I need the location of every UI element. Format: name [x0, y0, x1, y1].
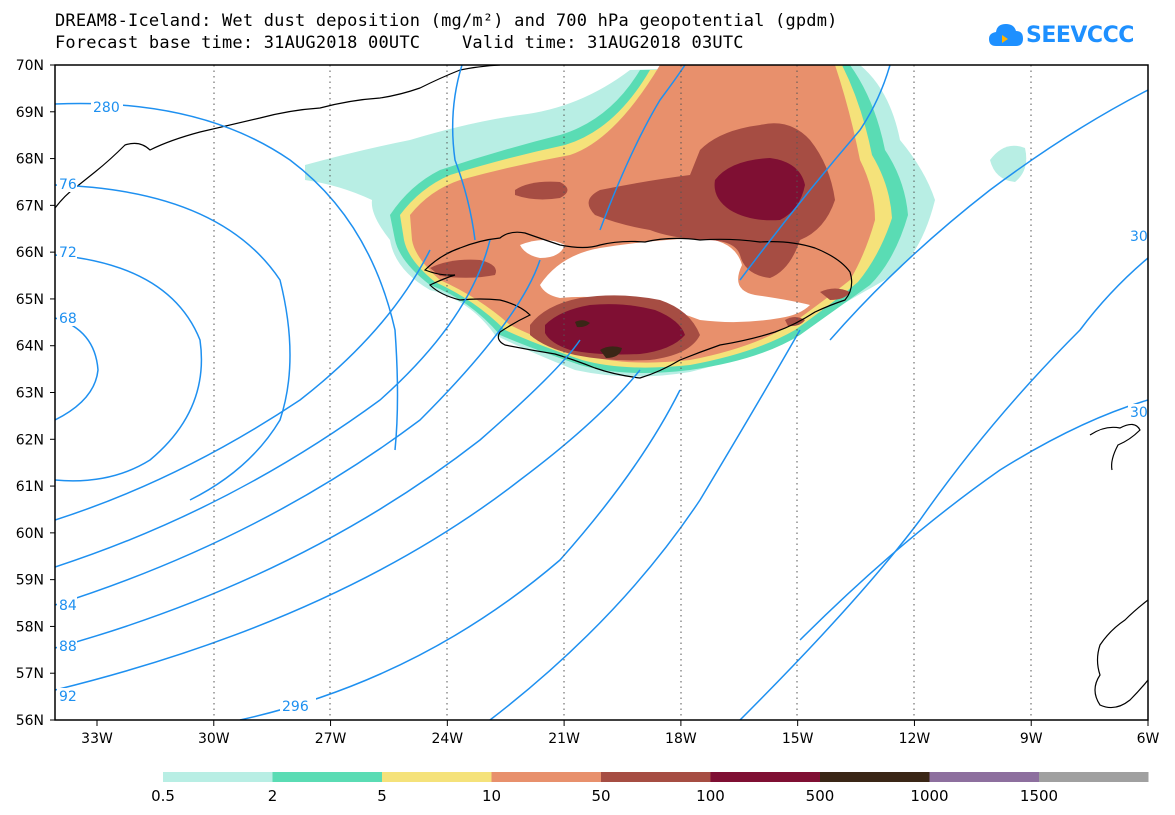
lat-tick-label: 68N — [16, 152, 44, 168]
dust-area-level-50-southeast — [785, 317, 805, 327]
lon-tick-label: 9W — [1020, 731, 1043, 747]
contour-label: 88 — [59, 639, 77, 655]
lat-tick-label: 69N — [16, 105, 44, 121]
contour-f — [829, 89, 1148, 341]
contour-g — [739, 65, 891, 281]
contour-label: 296 — [282, 699, 309, 715]
lat-tick-label: 58N — [16, 619, 44, 635]
latitude-axis: 70N 69N 68N 67N 66N 65N 64N 63N 62N 61N 60N 59N 58N 5… — [16, 58, 55, 729]
legend-swatch — [491, 772, 601, 782]
legend-label: 2 — [268, 787, 278, 805]
lat-tick-label: 67N — [16, 198, 44, 214]
dust-deposition-field — [305, 65, 1027, 377]
lat-tick-label: 59N — [16, 573, 44, 589]
contour-272 — [55, 254, 203, 482]
contour-label: 30 — [1130, 229, 1148, 245]
dust-area-clear-northwest — [520, 240, 565, 258]
contour-label: 92 — [59, 689, 77, 705]
legend-label: 50 — [591, 787, 610, 805]
greenland-coast — [55, 65, 501, 209]
lat-tick-label: 64N — [16, 339, 44, 355]
lon-tick-label: 24W — [431, 731, 463, 747]
seevccc-logo: SEEVCCC — [988, 20, 1158, 56]
coastlines — [55, 65, 1148, 709]
legend-label: 0.5 — [151, 787, 175, 805]
legend-swatch — [382, 772, 492, 782]
lon-tick-label: 33W — [81, 731, 113, 747]
contour-b — [55, 239, 491, 568]
lat-tick-label: 57N — [16, 666, 44, 682]
legend-colorbar: 0.5 2 5 10 50 100 500 1000 1500 — [151, 772, 1149, 805]
contour-296 — [239, 389, 681, 720]
legend-swatch — [163, 772, 273, 782]
legend-swatch — [601, 772, 711, 782]
contour-label: 280 — [93, 100, 120, 116]
contour-label: 72 — [59, 245, 77, 261]
legend-label: 10 — [482, 787, 501, 805]
contour-c — [489, 329, 801, 720]
graticule — [213, 65, 1032, 720]
longitude-axis: 33W 30W 27W 24W 21W 18W 15W 12W 9W 6W — [81, 720, 1160, 747]
lat-tick-label: 62N — [16, 432, 44, 448]
legend-swatch — [710, 772, 820, 782]
legend-swatch — [820, 772, 930, 782]
legend-label: 1500 — [1020, 787, 1058, 805]
lon-tick-label: 12W — [899, 731, 931, 747]
chart-title: DREAM8-Iceland: Wet dust deposition (mg/… — [55, 11, 838, 31]
lon-tick-label: 27W — [315, 731, 347, 747]
legend-label: 5 — [377, 787, 387, 805]
dust-area-level-500-b — [575, 320, 590, 328]
dust-area-clear-interior — [540, 238, 810, 323]
dust-area-level-50-northwest — [515, 181, 568, 200]
contour-292 — [55, 369, 641, 691]
lon-tick-label: 6W — [1137, 731, 1160, 747]
contour-e — [799, 399, 1148, 641]
lon-tick-label: 30W — [198, 731, 230, 747]
legend-swatch — [929, 772, 1039, 782]
dust-area-level-0-5-east — [990, 145, 1027, 182]
geopotential-contours — [55, 65, 1148, 720]
dust-area-level-500-a — [600, 346, 622, 358]
dust-area-level-100-north — [714, 158, 805, 221]
contour-h — [599, 65, 686, 231]
lat-tick-label: 66N — [16, 245, 44, 261]
legend-swatch — [1039, 772, 1149, 782]
logo-text: SEEVCCC — [1026, 23, 1134, 48]
iceland-coast — [423, 231, 853, 379]
lat-tick-label: 56N — [16, 713, 44, 729]
lat-tick-label: 65N — [16, 292, 44, 308]
cloud-icon — [989, 24, 1023, 46]
contour-label: 30 — [1130, 405, 1148, 421]
faroe-islands-coast — [1089, 423, 1141, 471]
contour-label: 84 — [59, 598, 77, 614]
lat-tick-label: 61N — [16, 479, 44, 495]
contour-labels: 280 76 72 68 84 88 92 296 30 30 — [57, 99, 1148, 715]
lat-tick-label: 70N — [16, 58, 44, 74]
lon-tick-label: 18W — [665, 731, 697, 747]
contour-288 — [55, 339, 581, 649]
lon-tick-label: 21W — [548, 731, 580, 747]
lon-tick-label: 15W — [782, 731, 814, 747]
legend-label: 100 — [696, 787, 725, 805]
dust-area-level-50-east — [820, 288, 850, 300]
legend-label: 1000 — [910, 787, 948, 805]
scotland-coast — [1094, 599, 1148, 709]
lat-tick-label: 63N — [16, 386, 44, 402]
contour-276 — [55, 184, 291, 501]
contour-280 — [55, 102, 399, 451]
contour-268 — [55, 317, 99, 421]
contour-i — [451, 65, 476, 241]
contour-label: 76 — [59, 177, 77, 193]
chart-subtitle: Forecast base time: 31AUG2018 00UTC Vali… — [55, 33, 744, 53]
lat-tick-label: 60N — [16, 526, 44, 542]
dust-area-level-100-south — [545, 304, 685, 355]
contour-d — [739, 257, 1148, 720]
contour-label: 68 — [59, 311, 77, 327]
legend-swatch — [272, 772, 382, 782]
legend-label: 500 — [806, 787, 835, 805]
contour-a — [55, 249, 431, 521]
contour-284 — [55, 259, 541, 606]
